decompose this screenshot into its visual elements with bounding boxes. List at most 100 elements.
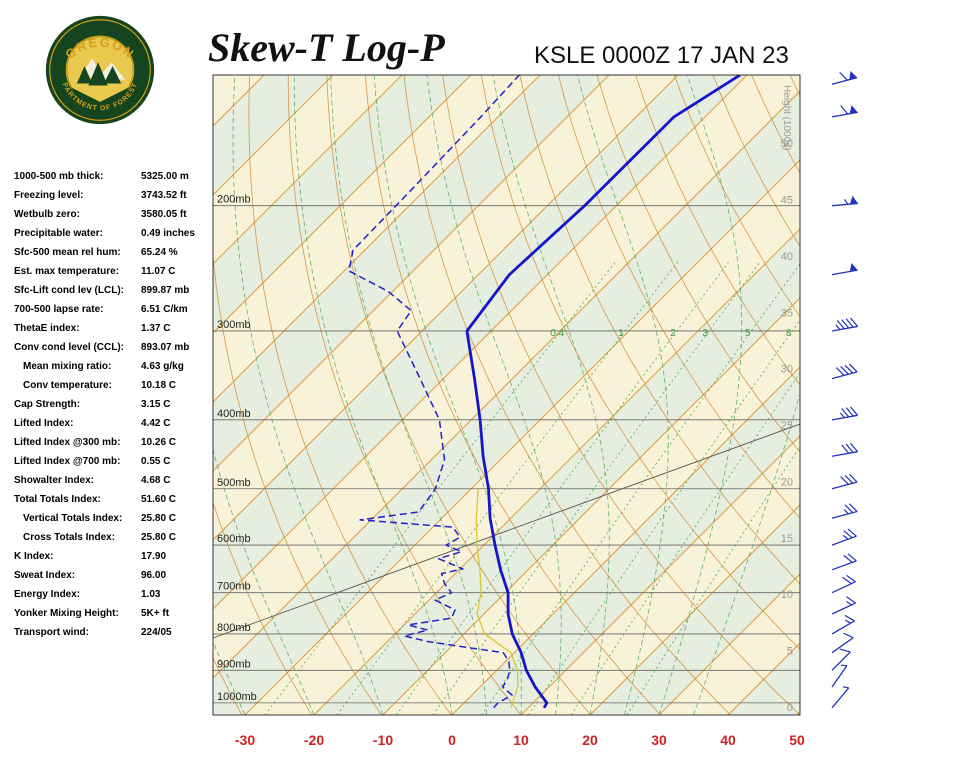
height-tick-label: 45 <box>781 195 793 207</box>
index-row: Conv cond level (CCL): 893.07 mb <box>14 338 219 357</box>
index-row: Transport wind: 224/05 <box>14 623 219 642</box>
indices-panel: 1000-500 mb thick: 5325.00 m Freezing leve… <box>14 167 219 642</box>
index-label: ThetaE index: <box>14 323 80 334</box>
index-label: Vertical Totals Index: <box>23 513 123 524</box>
index-value: 3580.05 ft <box>141 209 187 220</box>
height-tick-label: 20 <box>781 476 793 488</box>
index-value: 0.55 C <box>141 456 171 467</box>
height-tick-label: 5 <box>787 646 793 658</box>
index-row: Precipitable water: 0.49 inches <box>14 224 219 243</box>
height-reference-line <box>213 423 800 639</box>
index-row: Wetbulb zero: 3580.05 ft <box>14 205 219 224</box>
height-tick-label: 40 <box>781 251 793 263</box>
index-value: 4.68 C <box>141 475 171 486</box>
index-value: 11.07 C <box>141 266 176 277</box>
mixing-ratio-lines <box>264 261 800 715</box>
index-label: Cross Totals Index: <box>23 532 116 543</box>
height-tick-label: 30 <box>781 364 793 376</box>
pressure-label: 200mb <box>217 194 251 206</box>
index-row: Sfc-Lift cond lev (LCL): 899.87 mb <box>14 281 219 300</box>
index-value: 0.49 inches <box>141 228 195 239</box>
index-label: Lifted Index: <box>14 418 74 429</box>
pressure-label: 1000mb <box>217 691 257 703</box>
temp-tick-label: 30 <box>651 732 667 748</box>
index-label: 1000-500 mb thick: <box>14 171 104 182</box>
temp-tick-label: -30 <box>235 732 255 748</box>
index-value: 17.90 <box>141 551 167 562</box>
dry-adiabats <box>213 75 800 715</box>
odf-logo-art: OREGON DEPARTMENT OF FORESTRY <box>0 0 155 125</box>
index-label: K Index: <box>14 551 54 562</box>
index-value: 96.00 <box>141 570 167 581</box>
pressure-label: 800mb <box>217 622 251 634</box>
index-value: 25.80 C <box>141 513 177 524</box>
index-label: Total Totals Index: <box>14 494 101 505</box>
index-label: Showalter Index: <box>14 475 95 486</box>
index-row: Total Totals Index: 51.60 C <box>14 490 219 509</box>
index-row: Sweat Index: 96.00 <box>14 566 219 585</box>
temp-tick-label: 0 <box>448 732 456 748</box>
index-row: Showalter Index: 4.68 C <box>14 471 219 490</box>
index-value: 5K+ ft <box>141 608 170 619</box>
temp-axis: -30 -20 -10 0 10 20 30 40 50 <box>235 732 805 748</box>
height-tick-label: 0 <box>787 702 793 714</box>
isotherm-lines <box>213 75 800 715</box>
index-row: Sfc-500 mean rel hum: 65.24 % <box>14 243 219 262</box>
height-axis-title: Height (1000s) <box>781 85 792 151</box>
dewpoint-line <box>348 75 520 709</box>
index-label: Est. max temperature: <box>14 266 120 277</box>
index-label: Lifted Index @700 mb: <box>14 456 121 467</box>
index-value: 51.60 C <box>141 494 177 505</box>
temp-tick-label: -20 <box>304 732 324 748</box>
index-row: Conv temperature: 10.18 C <box>14 376 219 395</box>
plot-area: 0.4 1 2 3 5 8 <box>213 75 800 715</box>
index-value: 1.37 C <box>141 323 171 334</box>
wind-barb-column <box>831 70 859 709</box>
mixing-ratio-label: 3 <box>702 328 708 339</box>
index-row: 1000-500 mb thick: 5325.00 m <box>14 167 219 186</box>
index-value: 10.26 C <box>141 437 177 448</box>
index-label: Precipitable water: <box>14 228 103 239</box>
page-title: Skew-T Log-P <box>208 25 445 70</box>
index-value: 65.24 % <box>141 247 178 258</box>
plot-border <box>212 74 801 716</box>
temp-tick-label: 10 <box>513 732 529 748</box>
index-row: Lifted Index @700 mb: 0.55 C <box>14 452 219 471</box>
index-label: Sweat Index: <box>14 570 76 581</box>
pressure-label: 600mb <box>217 533 251 545</box>
index-label: Conv temperature: <box>23 380 112 391</box>
index-value: 25.80 C <box>141 532 177 543</box>
height-tick-label: 50 <box>781 138 793 150</box>
pressure-lines <box>213 205 800 704</box>
pressure-label: 500mb <box>217 477 251 489</box>
index-row: Cross Totals Index: 25.80 C <box>14 528 219 547</box>
index-label: Conv cond level (CCL): <box>14 342 125 353</box>
index-row: Yonker Mixing Height: 5K+ ft <box>14 604 219 623</box>
index-label: Sfc-500 mean rel hum: <box>14 247 121 258</box>
index-label: Wetbulb zero: <box>14 209 80 220</box>
index-row: Est. max temperature: 11.07 C <box>14 262 219 281</box>
index-row: 700-500 lapse rate: 6.51 C/km <box>14 300 219 319</box>
height-tick-label: 10 <box>781 589 793 601</box>
index-row: Energy Index: 1.03 <box>14 585 219 604</box>
logo-forest-scene <box>68 58 132 113</box>
temp-tick-label: -10 <box>373 732 393 748</box>
height-tick-label: 35 <box>781 307 793 319</box>
pressure-label: 400mb <box>217 408 251 420</box>
index-value: 1.03 <box>141 589 161 600</box>
mixing-ratio-label: 0.4 <box>550 328 564 339</box>
index-row: Vertical Totals Index: 25.80 C <box>14 509 219 528</box>
index-label: Cap Strength: <box>14 399 81 410</box>
pressure-label: 300mb <box>217 319 251 331</box>
mixing-ratio-label: 2 <box>670 328 676 339</box>
wetbulb-line <box>475 488 519 708</box>
index-value: 3743.52 ft <box>141 190 187 201</box>
index-value: 899.87 mb <box>141 285 190 296</box>
index-value: 4.42 C <box>141 418 171 429</box>
index-value: 5325.00 m <box>141 171 189 182</box>
index-label: Lifted Index @300 mb: <box>14 437 121 448</box>
index-label: 700-500 lapse rate: <box>14 304 104 315</box>
index-label: Mean mixing ratio: <box>23 361 112 372</box>
index-label: Sfc-Lift cond lev (LCL): <box>14 285 124 296</box>
